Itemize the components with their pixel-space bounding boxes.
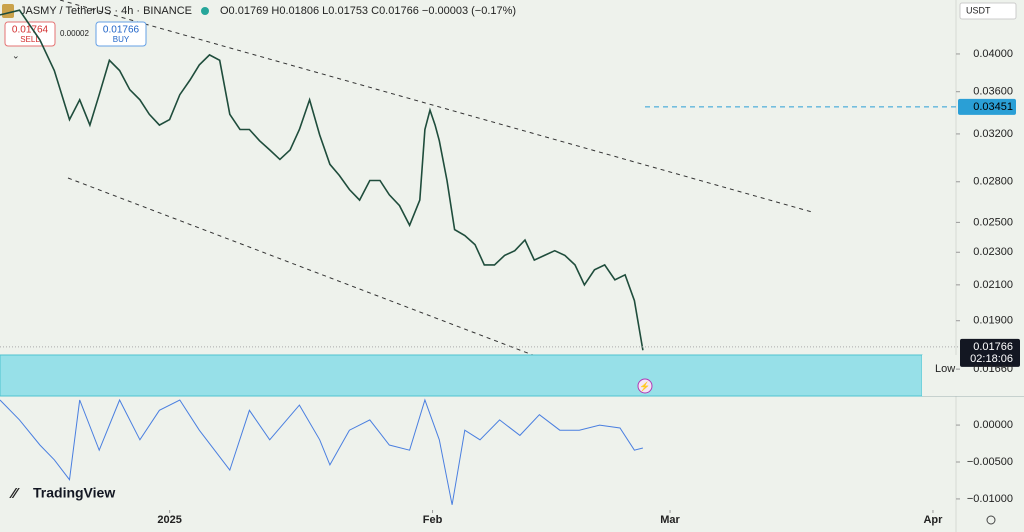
event-icon[interactable] <box>637 378 653 394</box>
y-tick-label: −0.01000 <box>967 493 1013 505</box>
high: H0.01806 <box>271 5 319 17</box>
close: C0.01766 <box>371 5 419 17</box>
series-line <box>0 9 644 351</box>
symbol-logo <box>2 4 14 18</box>
y-tick-label: 0.02500 <box>973 216 1013 228</box>
alert-label: 0.03451 <box>973 101 1013 113</box>
plot-layer: 0.04000 0.03600 0.03200 0.02800 0.02500 0.023… <box>0 9 1020 526</box>
buy-label: BUY <box>113 35 130 44</box>
collapse-arrow[interactable]: ⌄ <box>12 50 20 60</box>
spread: 0.00002 <box>60 29 89 38</box>
last-price-label: 0.01766 <box>973 341 1013 353</box>
buy-price: 0.01766 <box>103 25 140 36</box>
countdown-label: 02:18:06 <box>970 353 1013 365</box>
sell-button[interactable] <box>4 21 56 47</box>
y-tick-label: 0.02300 <box>973 246 1013 258</box>
y-tick-label: 0.03600 <box>973 86 1013 98</box>
ohlc: O0.01769 H0.01806 L0.01753 C0.01766 −0.0… <box>220 5 516 17</box>
y-tick-label: 0.03200 <box>973 128 1013 140</box>
brand-mark: ⁄⁄ <box>9 485 21 502</box>
change: −0.00003 (−0.17%) <box>422 5 516 17</box>
brand: TradingView <box>33 485 115 501</box>
y-tick-label: −0.00500 <box>967 456 1013 468</box>
settings-icon[interactable] <box>986 515 996 525</box>
x-tick-label: Mar <box>660 514 680 526</box>
symbol: JASMY / TetherUS · 4h · BINANCE <box>20 5 192 17</box>
x-tick-label: 2025 <box>157 514 181 526</box>
series-line <box>0 398 644 505</box>
y-tick-label: 0.02800 <box>973 176 1013 188</box>
low: L0.01753 <box>322 5 368 17</box>
low-level-label: 0.01660 <box>973 363 1013 375</box>
trendline <box>59 0 813 213</box>
sell-price: 0.01764 <box>12 25 49 36</box>
last-price-tag <box>960 338 1020 367</box>
event-icon-glyph: ⚡ <box>639 380 650 392</box>
low-zone-name: Low <box>935 363 955 375</box>
x-tick-label: Feb <box>423 514 443 526</box>
x-tick-label: Apr <box>923 514 943 526</box>
currency-button[interactable] <box>959 2 1017 20</box>
y-tick-label: 0.00000 <box>973 419 1013 431</box>
y-tick-label: 0.04000 <box>973 48 1013 60</box>
buy-button[interactable] <box>95 21 147 47</box>
open: O0.01769 <box>220 5 268 17</box>
currency: USDT <box>966 5 991 15</box>
y-tick-label: 0.01900 <box>973 315 1013 327</box>
sell-label: SELL <box>20 35 40 44</box>
alert-tag <box>958 98 1016 115</box>
status-dot <box>201 7 209 15</box>
y-tick-label: 0.02100 <box>973 279 1013 291</box>
low-zone <box>0 354 923 397</box>
